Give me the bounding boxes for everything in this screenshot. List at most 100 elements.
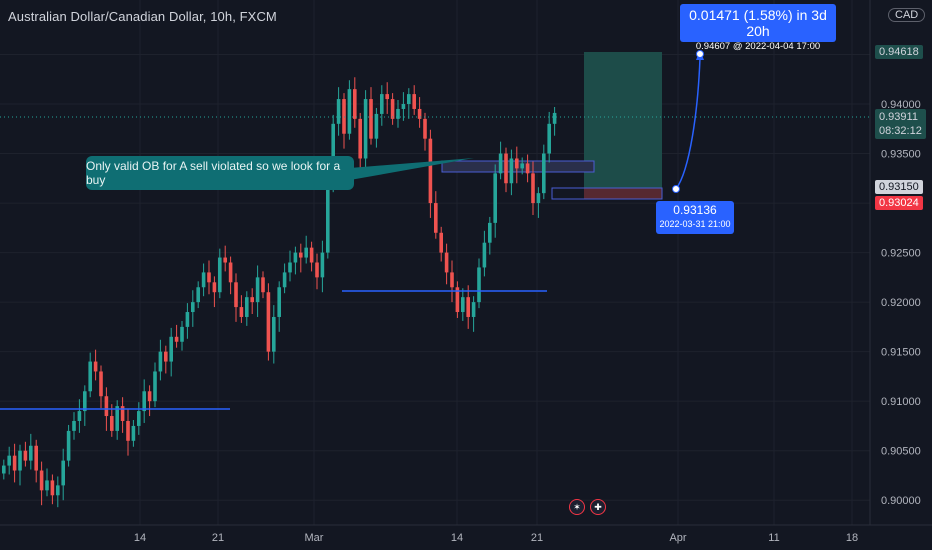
- candle-body: [99, 371, 103, 397]
- candle-body: [18, 450, 22, 471]
- candle-body: [498, 153, 503, 174]
- candle-body: [250, 297, 254, 303]
- candle-body: [12, 455, 17, 471]
- candle-body: [223, 257, 227, 263]
- candle-body: [282, 272, 287, 288]
- measure-end-point[interactable]: [696, 50, 704, 58]
- measure-arrow[interactable]: [675, 57, 701, 190]
- candle-body: [72, 420, 76, 431]
- candle-body: [547, 123, 551, 154]
- candle-body: [212, 282, 217, 293]
- candle-body: [50, 480, 55, 496]
- candle-body: [552, 112, 557, 124]
- candles: [2, 77, 557, 508]
- candle-body: [180, 326, 184, 342]
- candle-body: [158, 351, 163, 372]
- candle-body: [185, 312, 190, 327]
- candle-body: [164, 351, 168, 362]
- measure-target: 0.94607 @ 2022-04-04 17:00: [695, 41, 821, 52]
- australia-flag-icon[interactable]: ✶: [569, 499, 585, 515]
- candle-body: [488, 222, 492, 243]
- analysis-callout[interactable]: Only valid OB for A sell violated so we …: [86, 156, 354, 190]
- candle-body: [423, 118, 427, 139]
- candle-body: [353, 89, 357, 119]
- candle-body: [120, 406, 125, 421]
- candle-body: [331, 123, 335, 184]
- time-tick-label: Mar: [305, 532, 324, 544]
- price-tick-label: 0.92500: [881, 248, 921, 260]
- candle-body: [320, 252, 325, 278]
- candle-body: [39, 470, 44, 491]
- current-price-tag: 0.93911 08:32:12: [875, 109, 926, 139]
- candle-body: [2, 465, 6, 474]
- candle-body: [239, 307, 244, 317]
- candle-body: [115, 406, 119, 431]
- stop-price-tag: 0.93024: [875, 196, 923, 210]
- candle-body: [477, 267, 481, 303]
- candle-body: [93, 361, 98, 372]
- candle-body: [277, 287, 281, 317]
- measure-start-point[interactable]: [672, 185, 680, 193]
- candle-body: [245, 297, 249, 317]
- symbol-title[interactable]: Australian Dollar/Canadian Dollar, 10h, …: [8, 9, 277, 24]
- time-axis[interactable]: 14 21 Mar 14 21 Apr 11 18: [134, 532, 858, 544]
- candle-body: [439, 232, 443, 253]
- measure-start-label[interactable]: 0.93136 2022-03-31 21:00: [656, 201, 734, 234]
- time-tick-label: Apr: [669, 532, 686, 544]
- candle-body: [304, 247, 308, 258]
- candle-body: [466, 297, 470, 317]
- candle-body: [272, 316, 276, 352]
- candle-body: [482, 242, 487, 268]
- candle-body: [153, 371, 157, 402]
- candle-body: [407, 94, 411, 105]
- candle-body: [147, 391, 152, 402]
- candle-body: [434, 203, 438, 233]
- current-price-value: 0.93911: [879, 111, 918, 123]
- price-tick-label: 0.90000: [881, 495, 921, 507]
- target-zone[interactable]: [584, 52, 662, 188]
- candle-body: [66, 430, 71, 461]
- candle-body: [455, 287, 460, 313]
- candle-body: [401, 104, 406, 109]
- candle-body: [369, 99, 373, 139]
- buy-ob-zone[interactable]: [551, 187, 663, 200]
- candle-body: [7, 455, 11, 466]
- candle-body: [234, 282, 238, 308]
- candle-body: [207, 272, 211, 283]
- candle-body: [525, 163, 530, 174]
- price-tick-label: 0.94000: [881, 99, 921, 111]
- price-tick-label: 0.91000: [881, 396, 921, 408]
- callout-pointer: [350, 158, 474, 180]
- candle-body: [137, 411, 141, 426]
- candle-body: [218, 257, 222, 293]
- bar-countdown: 08:32:12: [879, 125, 922, 137]
- candle-body: [174, 336, 179, 342]
- candle-body: [77, 411, 82, 421]
- price-tick-label: 0.92000: [881, 297, 921, 309]
- candle-body: [509, 158, 514, 184]
- candle-body: [342, 99, 346, 134]
- candle-body: [531, 173, 535, 204]
- measure-label[interactable]: 0.01471 (1.58%) in 3d 20h 0.94607 @ 2022…: [680, 4, 836, 52]
- candle-body: [88, 361, 92, 392]
- measure-change: 0.01471 (1.58%) in 3d 20h: [689, 7, 827, 39]
- candle-body: [358, 118, 362, 159]
- currency-badge[interactable]: CAD: [888, 8, 926, 22]
- candle-body: [288, 262, 292, 273]
- time-tick-label: 21: [531, 532, 543, 544]
- candle-body: [504, 153, 508, 184]
- candle-body: [83, 391, 87, 412]
- canada-flag-icon[interactable]: ✚: [590, 499, 606, 515]
- candle-body: [444, 252, 449, 273]
- price-tick-label: 0.90500: [881, 446, 921, 458]
- candle-body: [110, 416, 114, 431]
- candle-body: [396, 108, 400, 119]
- candle-body: [374, 113, 379, 139]
- candle-body: [201, 272, 206, 288]
- candle-body: [315, 262, 319, 278]
- price-axis[interactable]: 0.90000 0.90500 0.91000 0.91500 0.92000 0.925…: [881, 49, 921, 507]
- candle-body: [196, 287, 200, 303]
- stop-zone[interactable]: [584, 188, 662, 199]
- time-tick-label: 21: [212, 532, 224, 544]
